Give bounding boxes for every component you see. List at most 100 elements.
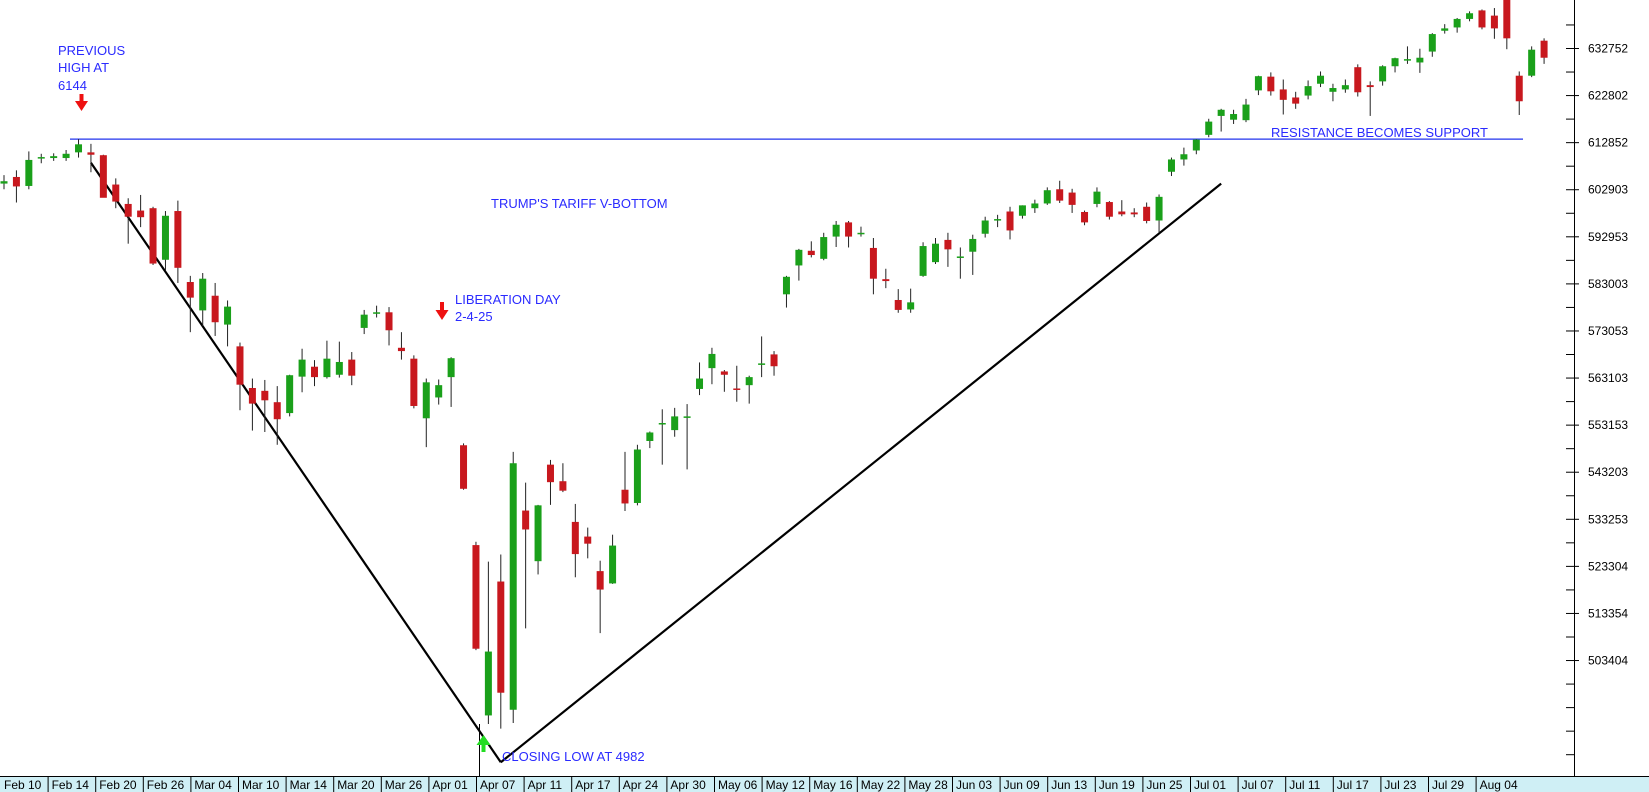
candle-body: [882, 279, 890, 282]
price-tick-label: 503404: [1588, 654, 1628, 668]
candle: [1167, 157, 1175, 177]
candle-body: [509, 463, 517, 710]
candle-body: [857, 232, 865, 235]
date-label: Feb 26: [147, 778, 185, 792]
candle-body: [37, 157, 45, 159]
candle-body: [124, 203, 132, 217]
candle: [1242, 98, 1250, 123]
candle-body: [1403, 59, 1411, 61]
v-bottom-label: TRUMP'S TARIFF V-BOTTOM: [491, 196, 668, 211]
candle-body: [559, 481, 567, 491]
candle: [807, 241, 815, 258]
candle-body: [497, 581, 505, 693]
candle: [1118, 200, 1126, 217]
candle: [410, 355, 418, 409]
candle: [1267, 72, 1275, 96]
candle-body: [758, 363, 766, 365]
candle-body: [1217, 109, 1225, 116]
candle: [484, 561, 492, 724]
candle: [161, 211, 169, 271]
date-label: Mar 14: [290, 778, 328, 792]
candle: [124, 198, 132, 244]
candle: [261, 379, 269, 433]
candle: [472, 541, 480, 651]
candle: [1341, 79, 1349, 93]
candle-body: [261, 390, 269, 401]
candle: [646, 431, 654, 449]
candle-body: [149, 208, 157, 264]
candle: [919, 242, 927, 277]
candle: [385, 307, 393, 346]
candle-body: [944, 239, 952, 250]
candle-body: [1093, 191, 1101, 204]
candle: [609, 534, 617, 584]
candle: [1391, 57, 1399, 73]
date-label: Mar 26: [385, 778, 423, 792]
candle-body: [894, 299, 902, 310]
candle-body: [199, 278, 207, 311]
candle: [671, 407, 679, 437]
candle: [460, 443, 468, 490]
candle-body: [720, 371, 728, 375]
candle: [25, 151, 33, 190]
candle: [50, 153, 58, 161]
price-axis-ticks: 632752 622802 612852 602903 592953 583003 5730…: [1566, 24, 1628, 756]
date-label: Apr 01: [432, 778, 468, 792]
candle: [497, 554, 505, 729]
candle-body: [671, 416, 679, 431]
candle-body: [211, 295, 219, 323]
candle-body: [869, 247, 877, 279]
candle: [770, 351, 778, 376]
price-tick-label: 573053: [1588, 324, 1628, 338]
candle-body: [348, 359, 356, 376]
previous-high-annotation: PREVIOUS HIGH AT 6144: [58, 43, 126, 111]
date-axis-labels: Feb 10 Feb 14 Feb 20 Feb 26 Mar 04 Mar 10 Mar …: [4, 777, 1518, 792]
candle: [857, 226, 865, 237]
candle: [509, 451, 517, 724]
candle: [1230, 109, 1238, 124]
trend-line-1: [90, 162, 502, 763]
candle-body: [1441, 28, 1449, 31]
candle-body: [435, 385, 443, 398]
date-label: Jul 17: [1337, 778, 1369, 792]
candle: [758, 336, 766, 378]
candle-body: [323, 358, 331, 378]
candle: [956, 247, 964, 279]
candle-body: [447, 358, 455, 378]
candle: [1043, 187, 1051, 205]
candle-body: [1528, 49, 1536, 76]
candle: [1503, 0, 1511, 50]
closing-low-annotation: CLOSING LOW AT 4982: [476, 724, 645, 776]
candle-body: [969, 238, 977, 252]
trend-line-2: [500, 182, 1222, 764]
arrow-down-icon: [435, 302, 449, 320]
candle-body: [422, 382, 430, 419]
previous-high-label-line-2: HIGH AT: [58, 60, 109, 75]
price-tick-label: 513354: [1588, 606, 1628, 620]
date-label: May 22: [861, 778, 901, 792]
date-label: Jul 23: [1384, 778, 1416, 792]
candle: [733, 365, 741, 402]
candle: [1515, 71, 1523, 115]
price-tick-label: 533253: [1588, 512, 1628, 526]
candle-body: [932, 243, 939, 263]
candle-body: [1515, 75, 1523, 102]
candle-body: [658, 423, 666, 425]
date-label: Jul 07: [1242, 778, 1274, 792]
candle-body: [609, 545, 617, 584]
date-label: Feb 20: [99, 778, 137, 792]
price-tick-label: 632752: [1588, 41, 1628, 55]
candle-body: [1366, 85, 1374, 88]
candle: [360, 309, 368, 335]
candle-body: [12, 176, 20, 187]
candle-body: [1416, 57, 1424, 63]
candle-body: [224, 306, 232, 325]
candle-body: [397, 347, 405, 352]
candle-body: [25, 159, 33, 186]
candle-body: [1466, 13, 1474, 19]
candle-body: [745, 377, 753, 386]
candle-body: [1242, 104, 1250, 121]
candle-body: [1478, 10, 1486, 28]
candle-body: [1043, 190, 1051, 204]
